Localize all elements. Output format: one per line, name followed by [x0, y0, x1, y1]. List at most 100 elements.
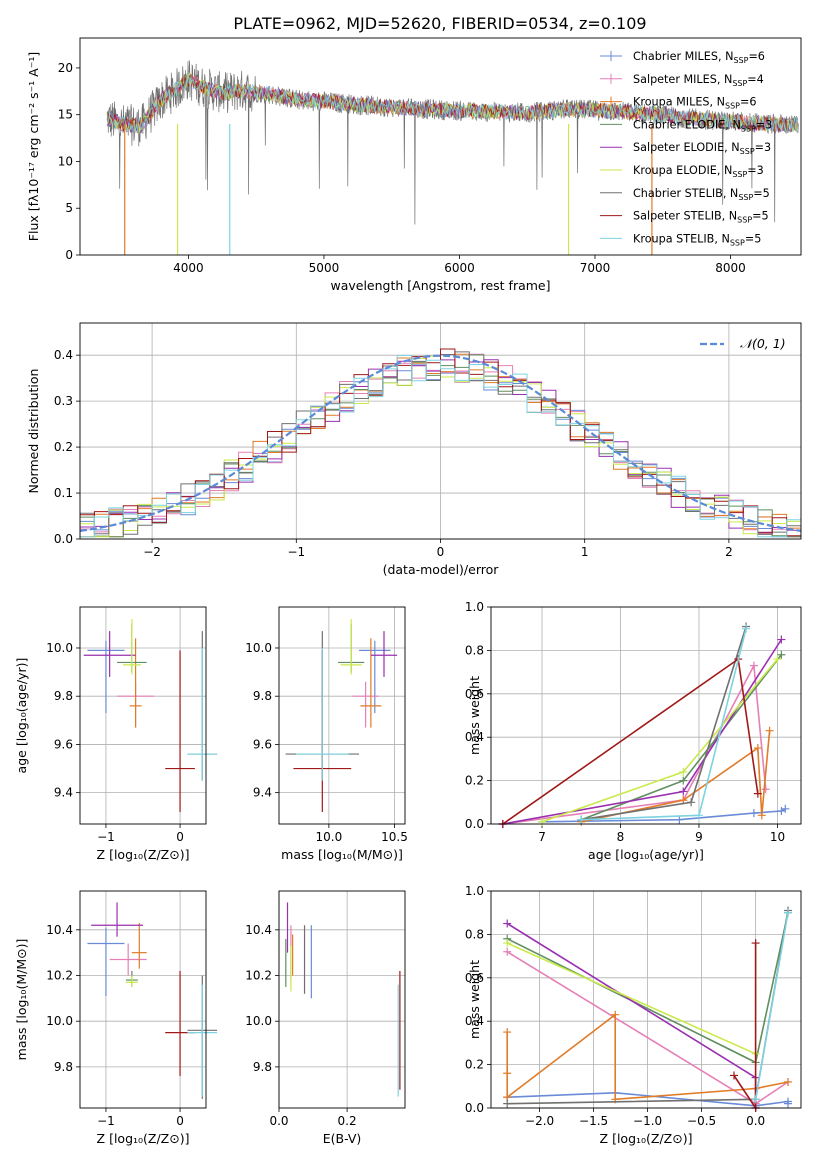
mass_vs_ebv-errorbars: [285, 902, 401, 1097]
weight-series-line: [502, 662, 767, 825]
x-tick-label: −1: [287, 545, 305, 559]
y-tick-label: 9.8: [253, 1060, 272, 1074]
y-tick-label: 9.6: [54, 737, 73, 751]
age_vs_Z-errorbars: [83, 619, 218, 812]
x-tick-label: 8: [617, 830, 625, 844]
y-tick-label: 10: [58, 154, 73, 168]
legend-label: Chabrier MILES, NSSP=6: [633, 50, 765, 65]
weight-marker: [503, 1028, 512, 1037]
y-tick-label: 0.2: [465, 1058, 484, 1072]
y-tick-label: 10.2: [245, 969, 272, 983]
weight-marker: [611, 1010, 620, 1019]
x-axis-label: E(B-V): [323, 1131, 362, 1146]
spectrum-legend: Chabrier MILES, NSSP=6 Salpeter MILES, NS…: [600, 50, 772, 247]
x-tick-label: 8000: [715, 261, 746, 275]
y-tick-label: 9.4: [54, 786, 73, 800]
legend-label: Kroupa STELIB, NSSP=5: [633, 232, 761, 247]
x-tick-label: 4000: [173, 261, 204, 275]
mass_vs_ebv-frame: [278, 890, 406, 1109]
y-tick-label: 15: [58, 108, 73, 122]
age_vs_mass-axes: 10.0 10.5 9.4 9.6 9.8 10.0 mass [log₁₀(M/M⊙)]: [245, 607, 408, 862]
weight-series-line: [581, 628, 747, 821]
legend-count: =5: [753, 187, 770, 200]
weight-marker: [742, 624, 751, 633]
y-axis-label: mass [log₁₀(M/M⊙)]: [14, 939, 29, 1061]
legend-count: =3: [755, 141, 772, 154]
weight-marker: [749, 809, 758, 818]
legend-label: Salpeter ELODIE, NSSP=3: [633, 141, 771, 156]
legend-subscript: SSP: [732, 79, 747, 88]
x-tick-label: 6000: [444, 261, 475, 275]
weight-series-line: [502, 657, 759, 825]
y-tick-label: 10.2: [46, 969, 73, 983]
y-tick-label: 10.0: [245, 641, 272, 655]
x-tick-label: −2.0: [525, 1114, 554, 1128]
x-tick-label: 0.0: [746, 1114, 765, 1128]
residual-histograms: [80, 348, 801, 538]
model-fit-line: [106, 71, 799, 133]
x-tick-label: 5000: [309, 261, 340, 275]
y-axis-label: Normed distribution: [26, 369, 41, 494]
residuals-frame: [79, 322, 802, 540]
legend-count: =4: [747, 73, 764, 86]
weight-marker: [773, 655, 782, 664]
x-tick-label: −1: [97, 830, 115, 844]
y-tick-label: 9.6: [253, 737, 272, 751]
legend-label: Chabrier ELODIE, NSSP=3: [633, 118, 772, 133]
weight-marker: [687, 798, 696, 807]
x-tick-label: 0: [176, 830, 184, 844]
mass_vs_Z-errorbars: [87, 902, 218, 1099]
legend-subscript: SSP: [741, 124, 756, 133]
x-tick-label: 0: [437, 545, 445, 559]
y-tick-label: 0.6: [465, 687, 484, 701]
spectrum-axes: 4000 5000 6000 7000 8000 0 5 10 15 20 wavelength […: [26, 52, 746, 293]
weight-marker: [784, 1099, 793, 1108]
y-tick-label: 9.8: [54, 1060, 73, 1074]
weight-marker: [538, 817, 547, 826]
weight-marker: [675, 815, 684, 824]
weight-marker: [503, 919, 512, 928]
weight-marker: [751, 1095, 760, 1104]
y-tick-label: 0.4: [465, 1014, 484, 1028]
legend-count: =5: [752, 210, 769, 223]
y-tick-label: 10.0: [245, 1014, 272, 1028]
x-tick-label: 0.0: [269, 1114, 288, 1128]
y-tick-label: 10.4: [245, 923, 272, 937]
x-tick-label: 10.0: [316, 830, 343, 844]
weight-marker: [503, 1099, 512, 1108]
weight-marker: [753, 789, 762, 798]
y-tick-label: 1.0: [465, 884, 484, 898]
y-axis-label: Flux [fλ10⁻¹⁷ erg cm⁻² s⁻¹ A⁻¹]: [26, 52, 41, 241]
legend-count: =6: [740, 96, 757, 109]
y-axis-label: mass weight: [467, 960, 482, 1039]
x-tick-label: 10: [770, 830, 785, 844]
legend-count: =6: [748, 50, 765, 63]
age_vs_Z-axes: −1 0 9.4 9.6 9.8 10.0 Z [log₁₀(Z/Z⊙)] age [log₁…: [14, 607, 206, 862]
legend-subscript: SSP: [733, 56, 748, 65]
legend-label: 𝒩(0, 1): [740, 336, 786, 351]
legend-label: Salpeter STELIB, NSSP=5: [633, 210, 769, 225]
normal-distribution-curve: [80, 354, 801, 532]
x-axis-label: Z [log₁₀(Z/Z⊙)]: [97, 1131, 190, 1146]
weight-series-line: [733, 943, 757, 1111]
legend-subscript: SSP: [737, 216, 752, 225]
legend-label: Kroupa MILES, NSSP=6: [633, 96, 756, 111]
weight_vs_Z-axes: −2.0 −1.5 −1.0 −0.5 0.0 0.0 0.2 0.4 0.6 0.8 1.0 Z […: [465, 884, 801, 1146]
x-tick-label: 2: [725, 545, 733, 559]
age_vs_mass-errorbars: [285, 619, 398, 812]
x-tick-label: 9: [695, 830, 703, 844]
y-tick-label: 0.4: [54, 348, 73, 362]
spectrum-frame: [79, 37, 802, 256]
y-axis-label: age [log₁₀(age/yr)]: [14, 658, 29, 774]
weight-marker: [784, 1077, 793, 1086]
y-tick-label: 10.0: [46, 1014, 73, 1028]
y-tick-label: 0: [65, 248, 73, 262]
y-tick-label: 0.0: [54, 532, 73, 546]
legend-count: =3: [747, 164, 764, 177]
spectrum-lines: [106, 60, 799, 255]
x-tick-label: −1: [97, 1114, 115, 1128]
y-tick-label: 9.8: [54, 689, 73, 703]
weight-marker: [679, 776, 688, 785]
weight-marker: [503, 947, 512, 956]
y-tick-label: 0.2: [54, 440, 73, 454]
